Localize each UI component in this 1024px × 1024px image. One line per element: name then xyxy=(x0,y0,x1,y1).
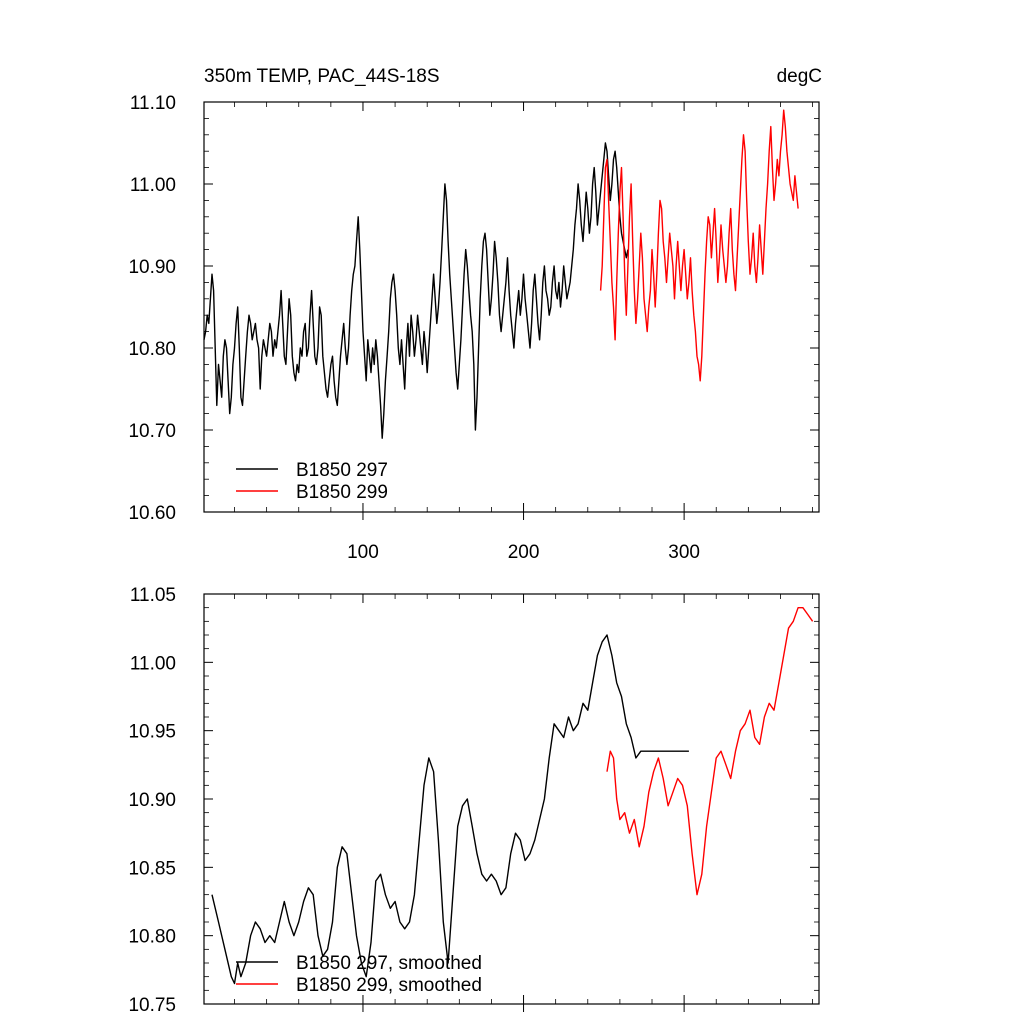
series-line-1 xyxy=(211,634,689,985)
y-tick-label: 10.95 xyxy=(128,722,176,743)
series-line-2 xyxy=(606,607,814,896)
series-lines-bottom xyxy=(211,607,814,985)
y-tick-label: 10.90 xyxy=(128,257,176,278)
legend-label: B1850 299, smoothed xyxy=(296,975,482,996)
axis-ticks-bottom: 10.75 10.80 10.85 10.90 10.95 11.00 11.05 xyxy=(128,585,819,1016)
x-tick-label: 200 xyxy=(508,542,540,563)
x-tick-label: 300 xyxy=(668,542,700,563)
series-line-1 xyxy=(203,142,629,439)
y-tick-label: 10.70 xyxy=(128,421,176,442)
legend-label: B1850 297, smoothed xyxy=(296,953,482,974)
legend-label: B1850 297 xyxy=(296,460,388,481)
axis-ticks-top: 10.60 10.70 10.80 10.90 11.00 11.10 100 200 300 xyxy=(128,93,819,563)
y-tick-label: 10.80 xyxy=(128,339,176,360)
y-tick-label: 10.75 xyxy=(128,995,176,1016)
y-tick-label: 11.10 xyxy=(130,93,176,114)
x-tick-label: 100 xyxy=(347,542,379,563)
y-tick-label: 10.80 xyxy=(128,927,176,948)
legend-label: B1850 299 xyxy=(296,482,388,503)
units-label: degC xyxy=(777,66,822,87)
y-tick-label: 11.00 xyxy=(130,653,176,674)
y-tick-label: 10.90 xyxy=(128,790,176,811)
bottom-panel: 10.75 10.80 10.85 10.90 10.95 11.00 11.05 B185… xyxy=(128,585,820,1016)
chart-title: 350m TEMP, PAC_44S-18S xyxy=(204,66,440,87)
series-lines-top xyxy=(203,109,799,439)
y-tick-label: 11.05 xyxy=(130,585,176,606)
plot-frame-top xyxy=(203,101,820,513)
plot-frame-bottom xyxy=(203,593,820,1005)
y-tick-label: 11.00 xyxy=(130,175,176,196)
series-line-2 xyxy=(599,109,799,382)
top-panel: 350m TEMP, PAC_44S-18S degC 10.6010.7010… xyxy=(128,66,822,563)
y-tick-label: 10.85 xyxy=(128,858,176,879)
y-tick-label: 10.60 xyxy=(128,503,176,524)
